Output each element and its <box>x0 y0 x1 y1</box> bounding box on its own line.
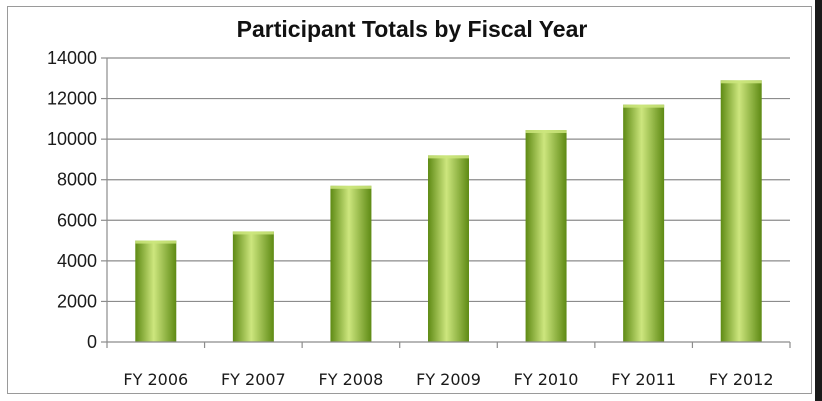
x-tick-label: FY 2009 <box>416 370 481 389</box>
screen-edge <box>815 0 822 401</box>
bar <box>623 104 665 343</box>
bar-top-highlight <box>232 231 274 235</box>
x-tick-label: FY 2010 <box>514 370 579 389</box>
bar-top-highlight <box>428 155 469 159</box>
x-tick-label: FY 2008 <box>319 370 384 389</box>
chart-title: Participant Totals by Fiscal Year <box>237 16 588 42</box>
y-axis-ticks: 0 2000 4000 6000 8000 10000 12000 14000 <box>47 48 107 352</box>
y-tick-label: 12000 <box>47 89 97 109</box>
bar <box>525 130 567 342</box>
bar-top-highlight <box>135 240 177 244</box>
x-axis-ticks: FY 2006 FY 2007 FY 2008 FY 2009 FY 2010 FY 20… <box>106 342 791 389</box>
bar <box>232 231 274 342</box>
x-tick-label: FY 2012 <box>709 370 774 389</box>
bar-top-highlight <box>525 130 567 134</box>
bar <box>720 80 762 343</box>
y-tick-label: 6000 <box>57 210 97 230</box>
y-tick-label: 0 <box>87 332 97 352</box>
bars <box>135 80 762 343</box>
axes <box>106 58 790 343</box>
y-tick-label: 10000 <box>47 129 97 149</box>
y-tick-label: 14000 <box>47 48 97 68</box>
x-tick-label: FY 2006 <box>123 370 188 389</box>
bar-top-highlight <box>330 185 372 189</box>
bar <box>428 155 469 342</box>
bar-top-highlight <box>623 104 665 108</box>
y-tick-label: 8000 <box>57 170 97 190</box>
bar <box>135 240 177 342</box>
x-tick-label: FY 2007 <box>221 370 286 389</box>
y-tick-label: 2000 <box>57 291 97 311</box>
x-tick-label: FY 2011 <box>611 370 676 389</box>
bar-top-highlight <box>720 80 762 84</box>
y-tick-label: 4000 <box>57 251 97 271</box>
bar <box>330 185 372 342</box>
